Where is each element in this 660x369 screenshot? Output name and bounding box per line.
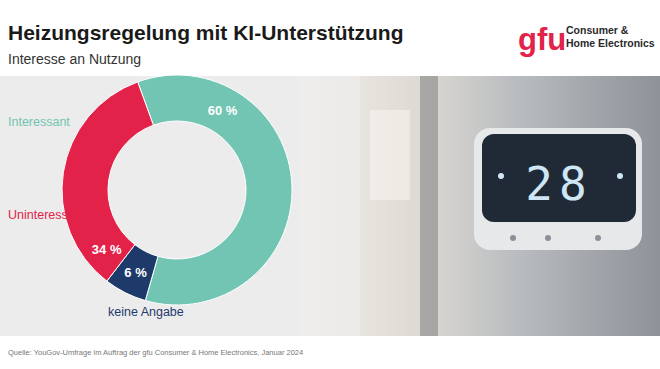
photo-light [370, 110, 410, 200]
thermostat-body [474, 128, 642, 250]
photo [300, 76, 660, 336]
logo-text: Consumer & [566, 24, 629, 36]
data-labels: 60 % 6 %34 % [92, 103, 238, 280]
data-label: 6 % [124, 265, 147, 280]
logo-text: Home Electronics [566, 37, 655, 49]
chart: 28 Heizungsregelung mit KI-Unterstützung I… [0, 0, 660, 369]
thermostat-button [510, 235, 516, 241]
category-label: Uninteressant [8, 208, 86, 222]
category-label: Interessant [8, 115, 70, 129]
thermostat-button [595, 235, 601, 241]
slice [62, 82, 153, 281]
thermostat-display: 28 [525, 157, 592, 211]
thermostat-screen [482, 134, 636, 222]
title: Heizungsregelung mit KI-Unterstützung [8, 21, 404, 44]
logo-mark: gfu [518, 22, 566, 57]
data-label: 60 % [208, 103, 238, 118]
slice [138, 75, 292, 305]
photo-frame [420, 76, 438, 336]
thermostat-icon [617, 173, 623, 179]
subtitle: Interesse an Nutzung [8, 51, 141, 67]
donut [62, 75, 292, 305]
panel [0, 76, 660, 336]
chart-root: 28 Heizungsregelung mit KI-Unterstützung I… [0, 0, 660, 369]
source: Quelle: YouGov-Umfrage im Auftrag der gf… [8, 348, 303, 357]
photo-fade [300, 76, 360, 336]
category-label: keine Angabe [108, 305, 184, 319]
thermostat-button [545, 235, 551, 241]
thermostat-icon [498, 173, 504, 179]
data-label: 34 % [92, 242, 122, 257]
